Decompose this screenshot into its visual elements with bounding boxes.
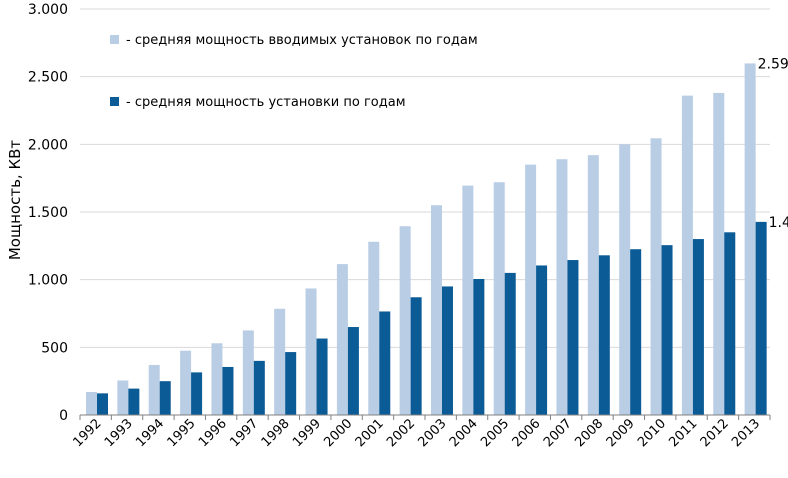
x-tick-label: 2009 <box>604 416 638 450</box>
x-tick-label: 1994 <box>133 416 167 450</box>
x-tick-label: 2010 <box>635 416 669 450</box>
x-tick-label: 1996 <box>196 416 230 450</box>
x-tick-label: 2007 <box>541 416 575 450</box>
bar-1-1996 <box>211 343 223 415</box>
bar-1-1993 <box>117 380 129 415</box>
y-tick-label: 1.500 <box>28 205 68 221</box>
x-tick-label: 2003 <box>416 416 450 450</box>
bar-2-2009 <box>630 249 642 415</box>
bar-2-2001 <box>379 311 391 415</box>
bar-2-2010 <box>661 245 673 415</box>
bar-2-2004 <box>473 278 485 415</box>
bar-2-2006 <box>536 265 548 415</box>
bar-1-1992 <box>86 391 97 415</box>
bar-1-1994 <box>148 364 160 415</box>
bar-2-1997 <box>253 360 265 415</box>
bar-2-1994 <box>159 381 171 415</box>
bar-1-2001 <box>368 241 380 415</box>
x-tick-label: 1998 <box>259 416 293 450</box>
x-tick-label: 1999 <box>290 416 324 450</box>
x-tick-label: 1995 <box>165 416 199 450</box>
legend-swatch <box>110 35 119 44</box>
x-tick-label: 2012 <box>698 416 732 450</box>
data-labels: 2.598 1.427 <box>758 56 788 230</box>
x-tick-label: 1992 <box>71 416 105 450</box>
legend-label: - средняя мощность вводимых установок по… <box>126 33 478 48</box>
bar-2-2011 <box>692 239 704 415</box>
y-tick-label: 0 <box>59 408 68 424</box>
bar-2-2003 <box>442 286 453 415</box>
x-tick-label: 2006 <box>510 416 544 450</box>
bar-2-2013 <box>755 221 767 415</box>
bar-1-2003 <box>431 205 442 415</box>
legend: - средняя мощность вводимых установок по… <box>110 33 478 110</box>
y-tick-label: 1.000 <box>28 273 68 289</box>
x-tick-label: 2008 <box>572 416 606 450</box>
bar-2-2000 <box>347 327 359 415</box>
bar-2-1996 <box>222 366 234 415</box>
bar-1-2005 <box>493 182 505 415</box>
x-tick-label: 2001 <box>353 416 387 450</box>
bar-1-2000 <box>336 264 348 415</box>
bar-1-1995 <box>180 350 192 415</box>
y-axis-label: Мощность, КВт <box>6 140 24 261</box>
bar-2-1993 <box>128 388 140 415</box>
bar-1-2009 <box>619 144 631 416</box>
y-axis-ticks: 0 500 1.000 1.500 2.000 2.500 3.000 <box>28 2 68 424</box>
x-tick-label: 2000 <box>321 416 355 450</box>
bar-1-2004 <box>462 185 474 415</box>
bar-2-2005 <box>504 272 516 415</box>
bar-2-2008 <box>598 255 610 415</box>
bar-1-2008 <box>587 155 599 415</box>
x-tick-label: 2005 <box>478 416 512 450</box>
y-tick-label: 500 <box>41 340 68 356</box>
legend-label: - средняя мощность установки по годам <box>126 95 406 110</box>
x-axis-ticks: 1992199319941995199619971998199920002001… <box>71 416 764 450</box>
bar-2-1998 <box>285 352 297 415</box>
x-tick-label: 1997 <box>227 416 261 450</box>
y-tick-label: 2.000 <box>28 137 68 153</box>
bar-1-1998 <box>274 308 286 415</box>
bar-2-2007 <box>567 260 579 415</box>
bar-1-2010 <box>650 138 662 415</box>
x-tick-label: 2004 <box>447 416 481 450</box>
bar-1-2002 <box>399 226 411 415</box>
y-tick-label: 2.500 <box>28 70 68 86</box>
bar-2-1995 <box>191 372 203 415</box>
bar-1-2011 <box>681 95 693 415</box>
bar-1-2012 <box>713 92 725 415</box>
bar-2-2002 <box>410 297 422 415</box>
bar-1-2006 <box>525 164 537 415</box>
end-data-label: 2.598 <box>758 56 788 72</box>
x-tick-label: 1993 <box>102 416 136 450</box>
legend-swatch <box>110 97 119 106</box>
end-data-label: 1.427 <box>769 215 788 231</box>
bar-1-2007 <box>556 159 568 415</box>
bars <box>86 63 767 416</box>
y-tick-label: 3.000 <box>28 2 68 18</box>
bar-1-2013 <box>744 63 756 416</box>
bar-1-1999 <box>305 288 317 415</box>
bar-2-2012 <box>724 232 736 415</box>
bar-2-1999 <box>316 338 328 415</box>
bar-1-1997 <box>242 330 254 415</box>
x-tick-label: 2011 <box>666 416 700 450</box>
x-tick-label: 2002 <box>384 416 418 450</box>
x-tick-label: 2013 <box>729 416 763 450</box>
x-axis <box>79 414 771 420</box>
bar-2-1992 <box>97 393 108 415</box>
